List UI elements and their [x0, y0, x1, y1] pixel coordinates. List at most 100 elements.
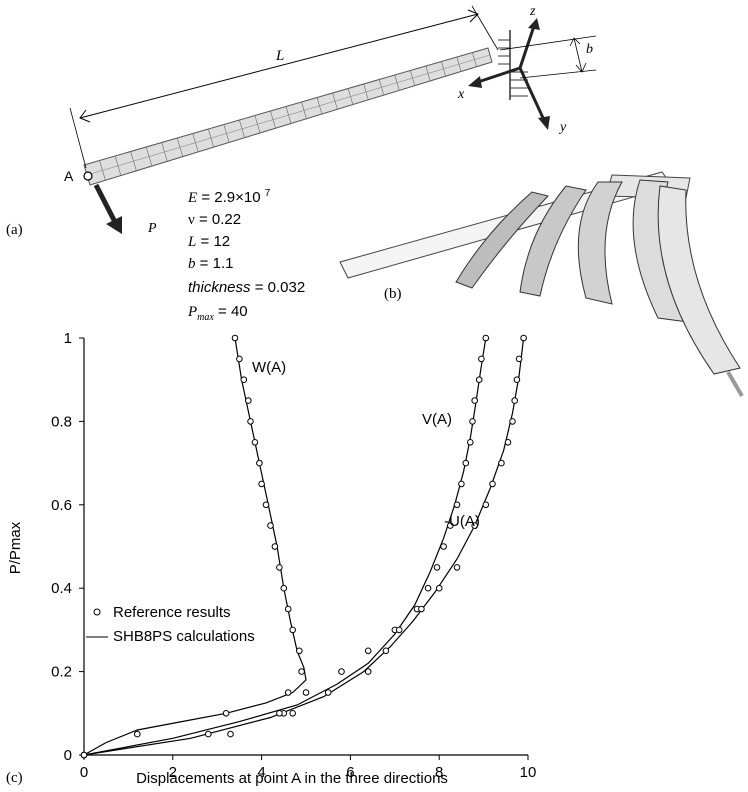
ref-point-w [258, 480, 265, 488]
z-axis-arrow [518, 25, 536, 69]
ref-point-w [271, 543, 279, 550]
ref-point-w [134, 730, 141, 738]
z-axis-label: z [529, 4, 536, 19]
ref-point-w [296, 647, 303, 655]
ref-point-u [324, 689, 332, 696]
x-tick-label: 6 [346, 764, 354, 781]
length-dimension-line [79, 13, 479, 119]
curve-label-u: -U(A) [444, 513, 480, 530]
ref-point-v [482, 334, 490, 342]
ref-point-u [471, 522, 479, 529]
width-dimension-line [573, 37, 583, 73]
ref-point-w [267, 522, 274, 529]
x-tick-label: 2 [169, 764, 177, 781]
y-axis-arrow [518, 67, 546, 121]
ref-point-v [471, 397, 479, 404]
deformed-shape-2 [519, 185, 587, 297]
ref-point-w [284, 689, 292, 696]
ref-point-v [364, 647, 372, 655]
ref-point-v [276, 710, 283, 717]
ref-point-u [453, 564, 461, 571]
deformed-shape-3 [577, 181, 623, 305]
beam-midline [86, 54, 491, 176]
param-e: E = 2.9×10 7 [187, 188, 271, 206]
ref-point-w [236, 355, 243, 363]
y-tick-label: 0.6 [51, 497, 72, 514]
ref-point-u [482, 501, 490, 509]
reference-points [80, 334, 527, 759]
y-axis-title: P/Pmax [7, 521, 24, 574]
legend-entry-calculation: SHB8PS calculations [113, 628, 255, 645]
ref-point-v [433, 564, 441, 571]
y-tick-label: 0.8 [51, 413, 72, 430]
curve-label-v: V(A) [422, 411, 452, 428]
legend: Reference results SHB8PS calculations [86, 604, 255, 645]
chart: 0 2 4 6 8 10 0 0.2 0.4 0.6 0.8 1 P/Pmax Displaceme… [7, 330, 536, 787]
x-tick-label: 10 [520, 764, 537, 781]
deformed-shape-5 [657, 185, 741, 375]
ref-point-w [262, 501, 270, 509]
ref-point-v [467, 439, 474, 446]
ref-point-w [247, 418, 254, 425]
point-a-label: A [64, 168, 74, 184]
ref-point-v [469, 418, 476, 425]
y-axis-label: y [558, 120, 567, 135]
ref-point-w [284, 605, 292, 613]
x-tick-label: 0 [80, 764, 88, 781]
ref-point-w [240, 376, 248, 384]
param-thickness: thickness = 0.032 [188, 279, 305, 296]
legend-entry-reference: Reference results [113, 604, 231, 621]
param-pmax: Pmax = 40 [187, 303, 248, 323]
y-tick-label: 0.2 [51, 664, 72, 681]
y-tick-label: 0 [64, 747, 72, 764]
y-ticks: 0 0.2 0.4 0.6 0.8 1 [51, 330, 84, 764]
ref-point-v [462, 459, 470, 467]
ref-point-w [298, 668, 305, 675]
x-tick-label: 4 [257, 764, 265, 781]
load-arrow [93, 183, 118, 224]
ref-point-u [513, 376, 521, 384]
ref-point-v [478, 355, 485, 363]
panel-a-beam: L A P z x y b [64, 4, 597, 236]
calc-curve-u [83, 337, 525, 756]
length-label: L [275, 48, 284, 64]
curve-label-w: W(A) [252, 359, 286, 376]
ref-point-v [458, 480, 465, 488]
ref-point-w [280, 584, 288, 592]
panel-b-deformed-shapes [339, 171, 744, 398]
ref-point-w [251, 439, 259, 446]
width-label: b [586, 42, 593, 57]
ref-point-u [515, 355, 523, 363]
ref-point-u [435, 584, 443, 592]
calc-curve-w [83, 337, 307, 756]
parameter-list: E = 2.9×10 7 ν = 0.22 L = 12 b = 1.1 thi… [187, 188, 305, 323]
ref-point-u [227, 730, 234, 738]
beam-strip [83, 47, 493, 186]
ref-point-w [231, 334, 239, 342]
x-tick-label: 8 [435, 764, 443, 781]
ref-point-u [364, 668, 372, 675]
ref-point-w [245, 397, 252, 404]
point-a-marker [83, 171, 93, 181]
ref-point-v [453, 501, 461, 509]
ref-point-u [489, 480, 496, 488]
ref-point-u [520, 334, 527, 342]
ref-point-u [498, 459, 505, 467]
ref-point-u [509, 418, 516, 425]
x-axis-label: x [457, 87, 465, 102]
param-l: L = 12 [187, 233, 230, 250]
panel-label-a: (a) [6, 222, 23, 238]
x-axis-arrow [477, 66, 521, 84]
ref-point-u [511, 397, 519, 404]
deformed-load-arrow [726, 370, 744, 398]
y-tick-label: 1 [64, 330, 72, 347]
panel-label-b: (b) [384, 286, 402, 302]
ref-point-v [447, 522, 454, 529]
ref-point-u [395, 626, 403, 634]
ref-point-w [289, 626, 297, 634]
load-label: P [147, 221, 157, 236]
ref-point-v [338, 668, 345, 675]
ref-point-v [440, 543, 447, 550]
calc-curve-v [83, 337, 487, 756]
